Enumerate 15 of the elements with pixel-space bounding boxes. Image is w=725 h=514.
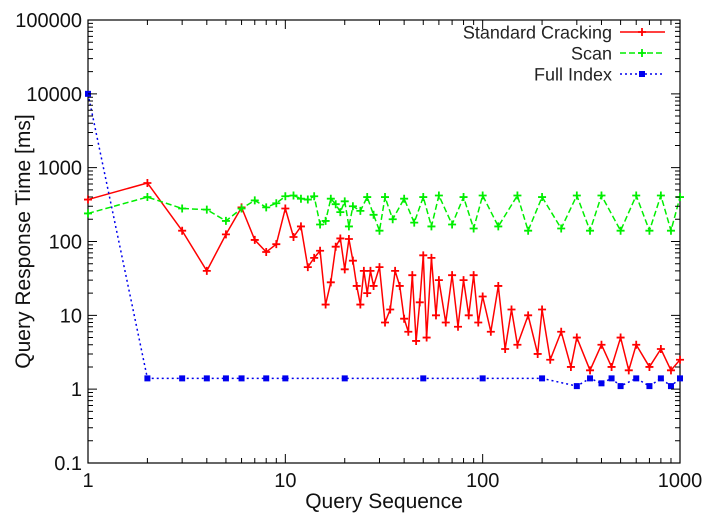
y-tick-label: 1000 <box>38 158 82 180</box>
y-tick-label: 10000 <box>26 84 82 106</box>
legend-label: Standard Cracking <box>462 22 612 42</box>
y-tick-label: 1 <box>70 379 82 402</box>
y-axis-title: Query Response Time [ms] <box>12 114 35 369</box>
y-tick-label: 0.1 <box>54 453 82 475</box>
x-tick-label: 100 <box>466 470 500 492</box>
x-tick-label: 1000 <box>658 470 702 492</box>
legend-label: Full Index <box>534 64 612 84</box>
y-tick-label: 100000 <box>15 10 82 32</box>
legend-label: Scan <box>570 43 612 64</box>
y-tick-label: 100 <box>48 232 82 254</box>
x-tick-label: 10 <box>274 470 296 492</box>
y-tick-label: 10 <box>60 305 82 328</box>
x-axis-title: Query Sequence <box>305 490 463 513</box>
